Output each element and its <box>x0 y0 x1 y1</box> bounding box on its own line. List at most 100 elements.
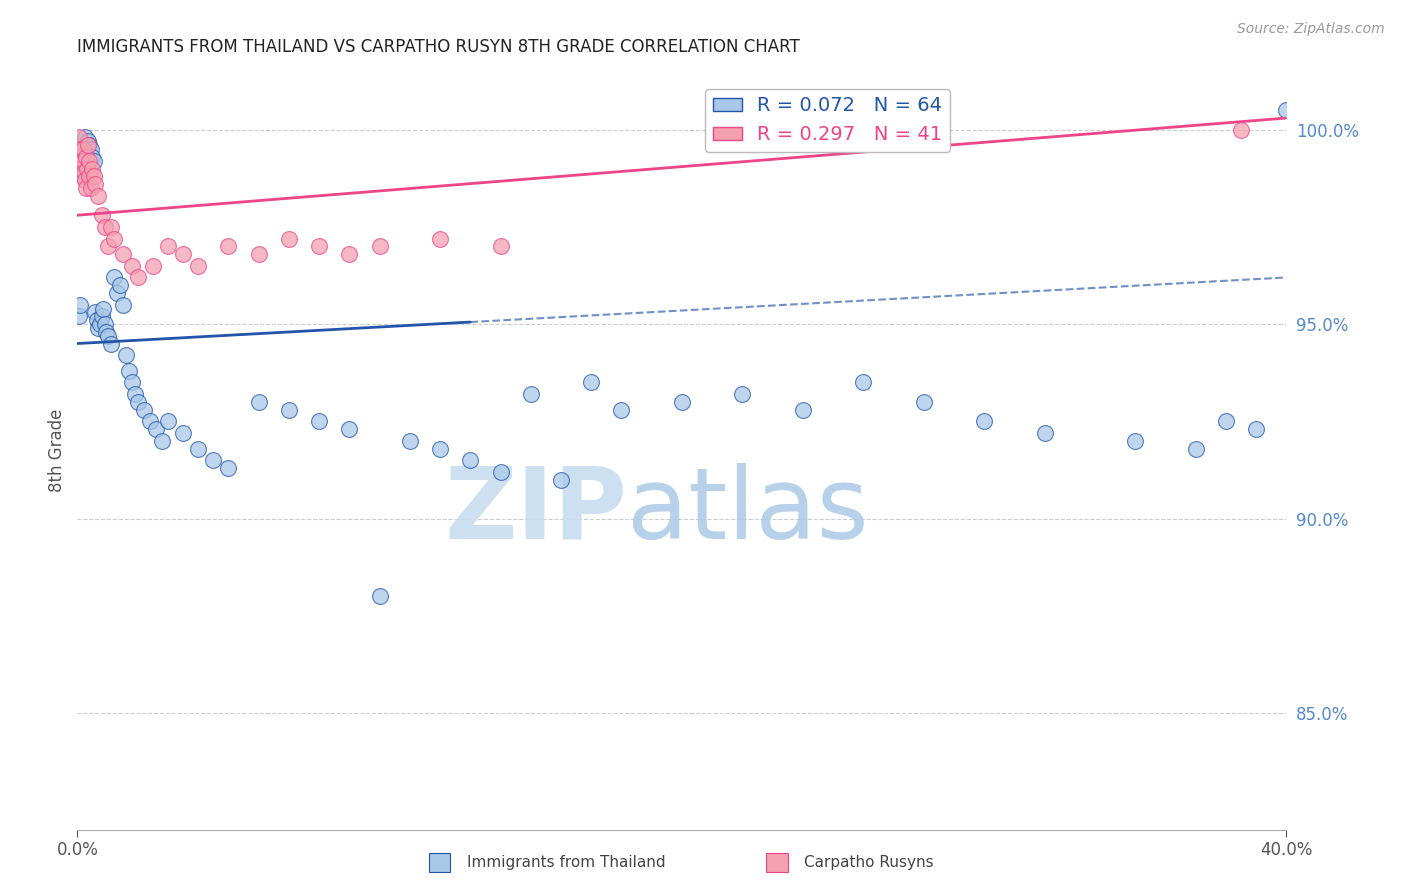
Point <box>1125 434 1147 448</box>
Point <box>202 453 225 467</box>
Text: atlas: atlas <box>627 463 869 559</box>
Text: ZIP: ZIP <box>444 463 627 559</box>
Point <box>84 177 107 191</box>
Point <box>79 169 101 184</box>
Point <box>489 239 512 253</box>
Point <box>87 321 110 335</box>
Point <box>77 153 100 168</box>
Point <box>1275 103 1298 118</box>
Point <box>157 414 180 428</box>
Point <box>308 239 330 253</box>
Point <box>429 442 451 456</box>
Point <box>121 376 143 390</box>
Point <box>84 305 107 319</box>
Point <box>368 589 391 603</box>
Point <box>72 153 94 168</box>
Point <box>852 376 875 390</box>
Point <box>93 219 115 234</box>
Point <box>82 161 104 176</box>
Point <box>187 259 209 273</box>
Point <box>132 402 155 417</box>
Point <box>73 173 96 187</box>
Text: Carpatho Rusyns: Carpatho Rusyns <box>804 855 934 870</box>
Point <box>69 298 91 312</box>
Point <box>399 434 422 448</box>
Point <box>731 387 754 401</box>
Point <box>105 285 128 300</box>
Point <box>278 231 301 245</box>
Point <box>127 270 149 285</box>
Point <box>520 387 543 401</box>
Point <box>247 247 270 261</box>
Point <box>83 169 105 184</box>
Point <box>80 142 103 156</box>
Point <box>1230 122 1253 136</box>
Legend: R = 0.072   N = 64, R = 0.297   N = 41: R = 0.072 N = 64, R = 0.297 N = 41 <box>704 88 950 152</box>
Point <box>1246 422 1268 436</box>
Point <box>73 165 96 179</box>
Point <box>82 150 104 164</box>
Point <box>912 395 935 409</box>
Point <box>87 188 110 202</box>
Point <box>69 153 91 168</box>
Point <box>69 142 91 156</box>
Point <box>368 239 391 253</box>
Point <box>70 138 93 153</box>
Point <box>339 422 360 436</box>
Point <box>218 461 240 475</box>
Point <box>77 134 100 148</box>
Point <box>90 208 112 222</box>
Point <box>1185 442 1208 456</box>
Point <box>247 395 270 409</box>
Point <box>67 130 90 145</box>
Point <box>973 414 995 428</box>
Point <box>86 313 108 327</box>
Point <box>108 278 131 293</box>
Text: IMMIGRANTS FROM THAILAND VS CARPATHO RUSYN 8TH GRADE CORRELATION CHART: IMMIGRANTS FROM THAILAND VS CARPATHO RUS… <box>77 38 800 56</box>
Point <box>103 231 125 245</box>
Point <box>94 325 117 339</box>
Point <box>96 328 118 343</box>
Point <box>118 364 141 378</box>
Point <box>70 161 93 176</box>
Point <box>93 317 115 331</box>
Point <box>308 414 330 428</box>
Point <box>429 231 451 245</box>
Point <box>72 142 94 156</box>
Point <box>671 395 693 409</box>
Point <box>72 142 94 156</box>
Point <box>792 402 814 417</box>
Point <box>89 317 111 331</box>
Point <box>145 422 167 436</box>
Point <box>111 298 134 312</box>
Point <box>139 414 162 428</box>
Point <box>114 348 136 362</box>
Point <box>75 181 97 195</box>
Point <box>103 270 125 285</box>
Point <box>278 402 301 417</box>
Point <box>100 219 122 234</box>
Point <box>79 138 101 153</box>
Point <box>70 169 93 184</box>
Point <box>1033 425 1056 440</box>
Point <box>127 395 149 409</box>
Point <box>172 247 194 261</box>
Point <box>91 301 114 316</box>
Point <box>172 425 194 440</box>
Point <box>76 161 98 176</box>
Point <box>77 138 100 153</box>
Point <box>610 402 633 417</box>
Point <box>142 259 165 273</box>
Point <box>489 465 512 479</box>
Point <box>75 150 97 164</box>
Text: Immigrants from Thailand: Immigrants from Thailand <box>467 855 665 870</box>
Point <box>1215 414 1237 428</box>
Point <box>187 442 209 456</box>
Point <box>80 181 103 195</box>
Point <box>124 387 146 401</box>
Point <box>96 239 118 253</box>
Point <box>67 310 90 324</box>
Point <box>157 239 180 253</box>
Point <box>121 259 143 273</box>
Point <box>111 247 134 261</box>
